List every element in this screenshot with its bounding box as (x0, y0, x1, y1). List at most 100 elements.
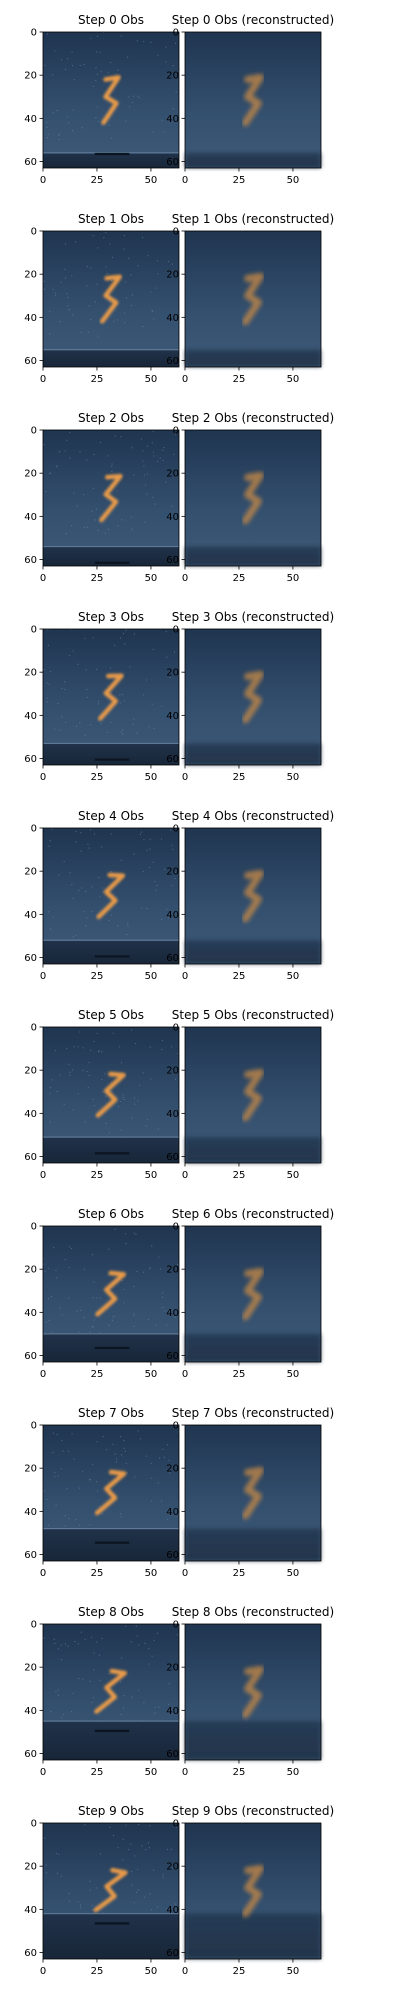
panel-title: Step 6 Obs (reconstructed) (172, 1207, 334, 1221)
x-tick-label: 50 (287, 1767, 300, 1778)
y-tick-label: 20 (166, 867, 179, 878)
y-tick-label: 0 (173, 1819, 179, 1830)
panel-title: Step 7 Obs (reconstructed) (172, 1406, 334, 1420)
observation-image (42, 1226, 179, 1362)
y-tick-label: 60 (166, 1152, 179, 1163)
digit-stroke (95, 1270, 127, 1317)
panel-title: Step 4 Obs (reconstructed) (172, 809, 334, 823)
observation-image (43, 1425, 179, 1561)
y-tick-label: 40 (166, 910, 179, 921)
axes-frame (184, 1026, 322, 1164)
ground-band (43, 1137, 179, 1163)
x-tick-label: 25 (233, 374, 246, 385)
axes-frame (184, 230, 322, 368)
y-tick-label: 0 (173, 824, 179, 835)
y-tick-label: 40 (24, 1109, 37, 1120)
y-tick-label: 0 (173, 1222, 179, 1233)
y-tick-label: 0 (173, 1421, 179, 1432)
x-tick-label: 0 (40, 1170, 46, 1181)
panel-title: Step 1 Obs (reconstructed) (172, 212, 334, 226)
y-tick-label: 40 (166, 1706, 179, 1717)
observation-image (42, 1027, 179, 1163)
digit-shadow (94, 1152, 130, 1155)
panel-title: Step 9 Obs (78, 1804, 144, 1818)
observation-panel: Step 9 Obs 0 25 50 0 20 40 60 (24, 1804, 180, 1977)
x-tick-label: 0 (40, 175, 46, 186)
axes-frame (42, 230, 180, 368)
x-tick-label: 50 (145, 1767, 158, 1778)
y-tick-label: 60 (24, 157, 37, 168)
panel-title: Step 3 Obs (78, 610, 144, 624)
y-tick-label: 20 (24, 1663, 37, 1674)
digit-shadow (94, 758, 130, 761)
ground-band (185, 1333, 321, 1362)
digit-stroke (241, 471, 265, 525)
reconstructed-image (185, 1823, 321, 1959)
y-tick-label: 60 (24, 953, 37, 964)
x-tick-label: 0 (182, 175, 188, 186)
observation-panel: Step 8 Obs 0 25 50 0 20 40 60 (24, 1605, 180, 1778)
y-tick-label: 20 (24, 867, 37, 878)
panel-title: Step 3 Obs (reconstructed) (172, 610, 334, 624)
axes-frame (42, 1026, 180, 1164)
axes-frame (42, 1424, 180, 1562)
x-tick-label: 25 (91, 1966, 104, 1977)
noise-speckles (43, 431, 179, 535)
y-tick-label: 20 (24, 469, 37, 480)
reconstructed-image (185, 1027, 321, 1163)
axes-frame (184, 429, 322, 567)
x-tick-label: 25 (91, 971, 104, 982)
digit-stroke (241, 1665, 265, 1719)
x-tick-label: 50 (145, 971, 158, 982)
panel-title: Step 1 Obs (78, 212, 144, 226)
axes-frame (42, 1623, 180, 1761)
y-tick-label: 20 (166, 1663, 179, 1674)
y-tick-label: 40 (166, 1109, 179, 1120)
panel-title: Step 8 Obs (78, 1605, 144, 1619)
observation-panel: Step 4 Obs 0 25 50 0 20 40 60 (24, 809, 180, 982)
axes-frame (184, 1623, 322, 1761)
y-tick-label: 0 (173, 227, 179, 238)
y-tick-label: 40 (166, 114, 179, 125)
observation-panel: Step 7 Obs 0 25 50 0 20 40 60 (24, 1406, 180, 1579)
y-tick-label: 60 (166, 356, 179, 367)
digit-stroke (95, 1071, 126, 1118)
y-tick-label: 20 (166, 1464, 179, 1475)
observation-panel: Step 2 Obs 0 25 50 0 20 40 60 (24, 411, 180, 584)
ground-band (185, 546, 321, 566)
y-tick-label: 40 (166, 1905, 179, 1916)
digit-stroke (241, 272, 265, 326)
digit-stroke (241, 1466, 265, 1520)
observation-panel: Step 1 Obs 0 25 50 0 20 40 60 (24, 212, 180, 385)
y-tick-label: 40 (24, 512, 37, 523)
x-tick-label: 25 (233, 1966, 246, 1977)
y-tick-label: 60 (24, 1948, 37, 1959)
y-tick-label: 0 (173, 1620, 179, 1631)
x-tick-label: 50 (145, 374, 158, 385)
x-tick-label: 25 (233, 573, 246, 584)
x-tick-label: 25 (233, 175, 246, 186)
y-tick-label: 0 (173, 426, 179, 437)
x-tick-label: 0 (182, 573, 188, 584)
ground-band (185, 349, 321, 367)
x-tick-label: 0 (182, 971, 188, 982)
digit-shadow (94, 1922, 130, 1925)
y-tick-label: 0 (31, 1222, 37, 1233)
y-tick-label: 60 (166, 1749, 179, 1760)
y-tick-label: 0 (31, 227, 37, 238)
y-tick-label: 20 (166, 71, 179, 82)
y-tick-label: 60 (166, 1948, 179, 1959)
y-tick-label: 40 (24, 1308, 37, 1319)
observation-image (43, 31, 180, 168)
digit-stroke (241, 1267, 265, 1321)
reconstructed-image (185, 231, 321, 367)
panel-title: Step 9 Obs (reconstructed) (172, 1804, 334, 1818)
y-tick-label: 40 (24, 1507, 37, 1518)
reconstructed-image (185, 32, 321, 168)
ground-band (185, 940, 321, 964)
